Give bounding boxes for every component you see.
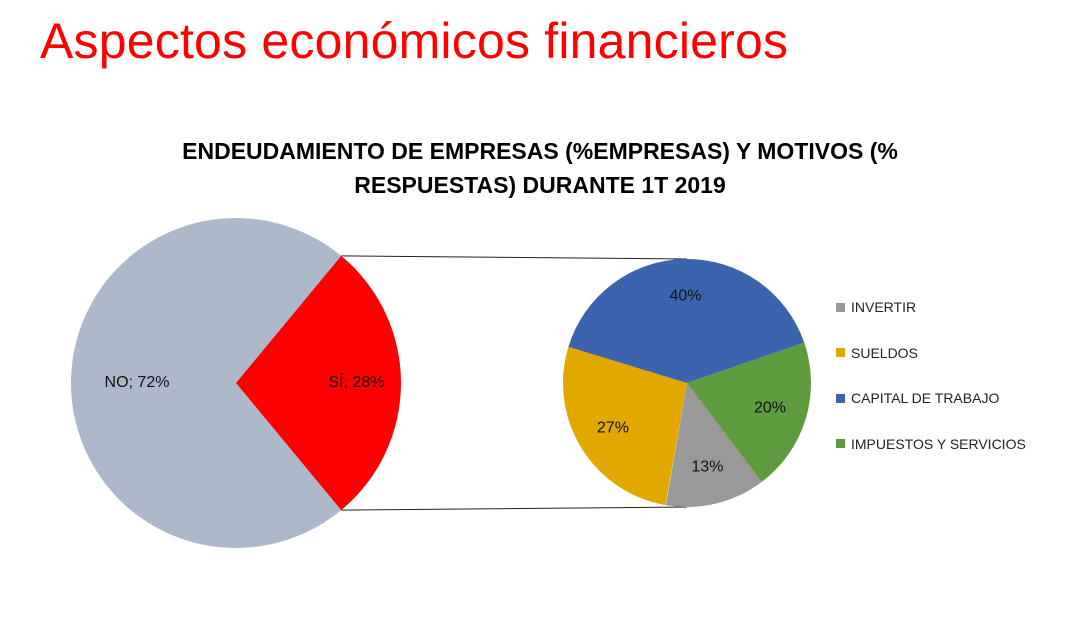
chart-title: ENDEUDAMIENTO DE EMPRESAS (%EMPRESAS) Y …: [110, 134, 970, 202]
connector-top: [341, 255, 688, 260]
breakdown-slice-sueldos: [563, 346, 687, 506]
chart-title-line-1: ENDEUDAMIENTO DE EMPRESAS (%EMPRESAS) Y …: [182, 138, 898, 164]
legend: INVERTIR SUELDOS CAPITAL DE TRABAJO IMPU…: [836, 296, 1026, 478]
data-labels: NO; 72% SÍ; 28% 13% 27% 40% 20%: [105, 287, 786, 475]
main-slice-si: [236, 255, 401, 511]
connector-bottom: [341, 506, 688, 511]
data-label-invertir: 13%: [691, 459, 723, 476]
breakdown-slice-impuestos-y-servicios: [687, 342, 811, 483]
breakdown-slice-capital-de-trabajo: [568, 259, 805, 383]
legend-label-invertir: INVERTIR: [851, 299, 917, 315]
main-pie: [70, 218, 401, 549]
chart-title-line-2: RESPUESTAS) DURANTE 1T 2019: [354, 172, 726, 198]
breakdown-pie: [563, 259, 811, 508]
data-label-si: SÍ; 28%: [328, 372, 384, 391]
data-label-sueldos: 27%: [597, 419, 629, 436]
data-label-impuestos-y-servicios: 20%: [754, 400, 786, 417]
legend-swatch-sueldos: [836, 348, 845, 357]
legend-swatch-impuestos-y-servicios: [836, 439, 845, 448]
legend-item-invertir: INVERTIR: [836, 296, 1026, 318]
legend-label-impuestos-y-servicios: IMPUESTOS Y SERVICIOS: [851, 435, 1026, 452]
legend-swatch-invertir: [836, 302, 845, 312]
legend-item-impuestos-y-servicios: IMPUESTOS Y SERVICIOS: [836, 433, 1026, 455]
breakdown-slice-invertir: [665, 383, 762, 508]
legend-swatch-capital-de-trabajo: [836, 393, 845, 403]
connector-lines: [341, 255, 688, 511]
data-label-capital-de-trabajo: 40%: [669, 287, 701, 304]
main-slice-no: [70, 218, 342, 549]
slide-title: Aspectos económicos financieros: [40, 13, 789, 69]
legend-label-sueldos: SUELDOS: [851, 344, 918, 361]
legend-item-sueldos: SUELDOS: [836, 342, 1026, 364]
data-label-no: NO; 72%: [105, 374, 170, 391]
legend-item-capital-de-trabajo: CAPITAL DE TRABAJO: [836, 387, 1026, 409]
legend-label-capital-de-trabajo: CAPITAL DE TRABAJO: [851, 390, 1000, 406]
